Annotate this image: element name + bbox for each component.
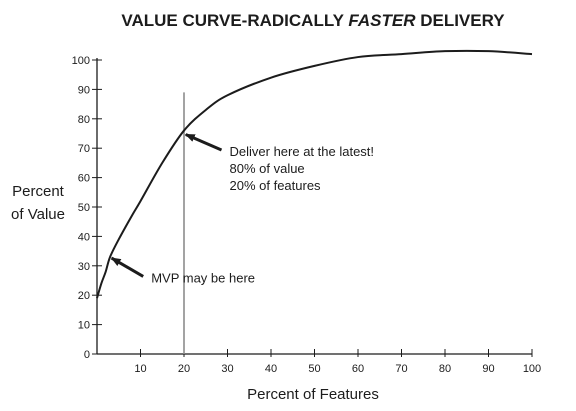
annotation-text-line: MVP may be here [151, 270, 255, 285]
chart-axes: 0 10 20 30 40 50 60 70 80 90 100 10 20 30 40 50 60 70 80 90… [72, 55, 542, 375]
x-tick-label: 70 [395, 363, 407, 375]
y-tick-label: 10 [78, 320, 90, 332]
x-tick-label: 90 [482, 363, 494, 375]
annotation-text-line: 20% of features [230, 178, 322, 193]
y-tick-label: 50 [78, 202, 90, 214]
x-tick-label: 10 [134, 363, 146, 375]
y-tick-label: 80 [78, 114, 90, 126]
x-tick-label: 60 [352, 363, 364, 375]
annotation-arrow [186, 134, 222, 150]
y-tick-label: 20 [78, 290, 90, 302]
annotation-text-line: Deliver here at the latest! [230, 144, 375, 159]
x-tick-label: 30 [221, 363, 233, 375]
y-tick-label: 40 [78, 231, 90, 243]
x-tick-label: 20 [178, 363, 190, 375]
chart-annotations: Deliver here at the latest! 80% of value 2… [112, 134, 374, 285]
y-tick-label: 30 [78, 261, 90, 273]
y-tick-label: 90 [78, 84, 90, 96]
y-tick-label: 60 [78, 173, 90, 185]
x-tick-label: 80 [439, 363, 451, 375]
y-tick-label: 70 [78, 143, 90, 155]
y-axis-label-line: Percent [12, 183, 65, 200]
x-tick-label: 40 [265, 363, 277, 375]
annotation-text-line: 80% of value [230, 161, 305, 176]
x-tick-label: 50 [308, 363, 320, 375]
title-part-0: VALUE CURVE-RADICALLY [121, 11, 348, 30]
y-tick-label: 100 [72, 55, 90, 67]
x-tick-label: 100 [523, 363, 541, 375]
title-part-1: FASTER [348, 11, 416, 30]
chart-marks [97, 51, 532, 354]
x-axis-label: Percent of Features [247, 386, 379, 403]
annotation-arrow [112, 258, 144, 276]
value-curve-line [97, 51, 532, 298]
y-axis-label: Percent of Value [11, 183, 65, 223]
y-axis-label-line: of Value [11, 206, 65, 223]
title-part-2: DELIVERY [415, 11, 505, 30]
y-tick-label: 0 [84, 349, 90, 361]
chart-title: VALUE CURVE-RADICALLY FASTER DELIVERY [121, 11, 505, 30]
